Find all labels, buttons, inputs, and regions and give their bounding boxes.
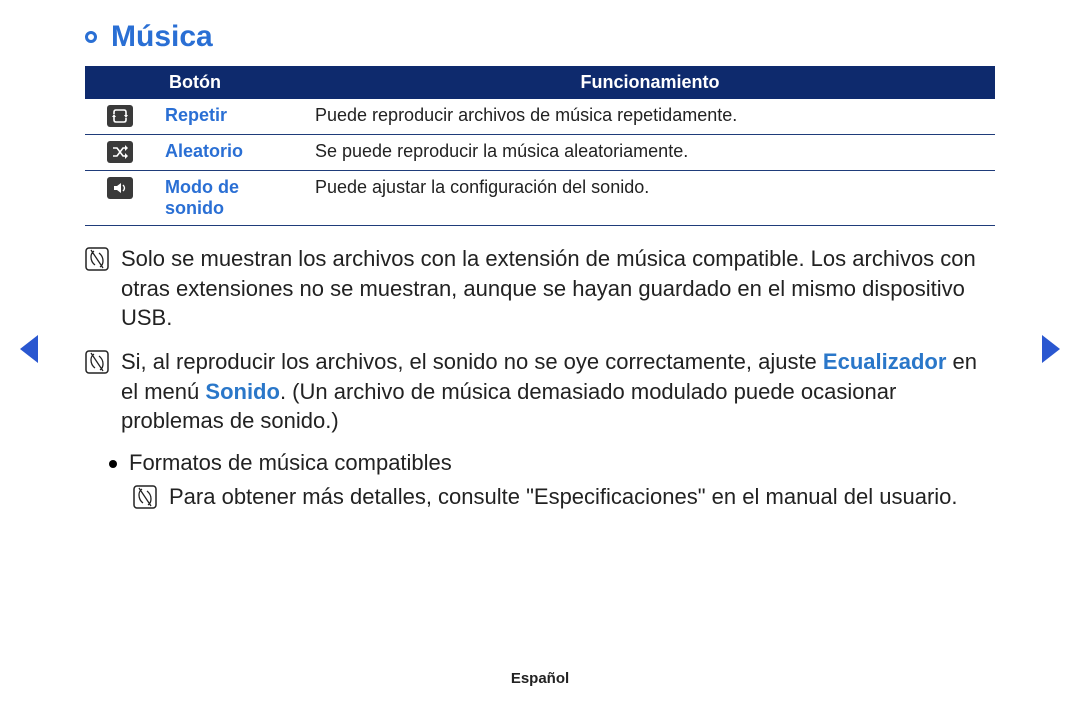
shuffle-icon [107,141,133,163]
note2-pre: Si, al reproducir los archivos, el sonid… [121,349,823,374]
col-header-button: Botón [85,66,305,99]
row-label: Modo de sonido [155,171,305,226]
row-label: Aleatorio [155,135,305,171]
note2-hl-ecualizador: Ecualizador [823,349,946,374]
functions-table: Botón Funcionamiento Repetir Puede repro… [85,66,995,226]
note-icon [85,247,109,333]
note-icon [133,485,157,517]
note-text: Para obtener más detalles, consulte "Esp… [169,482,995,517]
footer-language: Español [0,670,1080,687]
table-row: Modo de sonido Puede ajustar la configur… [85,171,995,226]
bullet-icon [109,460,117,468]
note-text: Solo se muestran los archivos con la ext… [121,244,995,333]
note-item: Si, al reproducir los archivos, el sonid… [85,347,995,436]
title-text: Música [111,20,213,54]
note2-hl-sonido: Sonido [205,379,280,404]
section-title: Música [85,20,995,54]
note-item: Solo se muestran los archivos con la ext… [85,244,995,333]
table-header-row: Botón Funcionamiento [85,66,995,99]
note-icon [85,350,109,436]
col-header-operation: Funcionamiento [305,66,995,99]
row-desc: Puede ajustar la configuración del sonid… [305,171,995,226]
table-row: Repetir Puede reproducir archivos de mús… [85,99,995,135]
row-label: Repetir [155,99,305,135]
table-row: Aleatorio Se puede reproducir la música … [85,135,995,171]
sub-heading: Formatos de música compatibles [129,450,452,476]
note-text: Si, al reproducir los archivos, el sonid… [121,347,995,436]
nav-next[interactable] [1042,335,1060,363]
title-bullet-icon [85,31,97,43]
row-desc: Se puede reproducir la música aleatoriam… [305,135,995,171]
sub-heading-row: Formatos de música compatibles [109,450,995,476]
row-desc: Puede reproducir archivos de música repe… [305,99,995,135]
nav-prev[interactable] [20,335,38,363]
chevron-left-icon [20,335,38,363]
repeat-icon [107,105,133,127]
note-item: Para obtener más detalles, consulte "Esp… [133,482,995,517]
sound-icon [107,177,133,199]
chevron-right-icon [1042,335,1060,363]
